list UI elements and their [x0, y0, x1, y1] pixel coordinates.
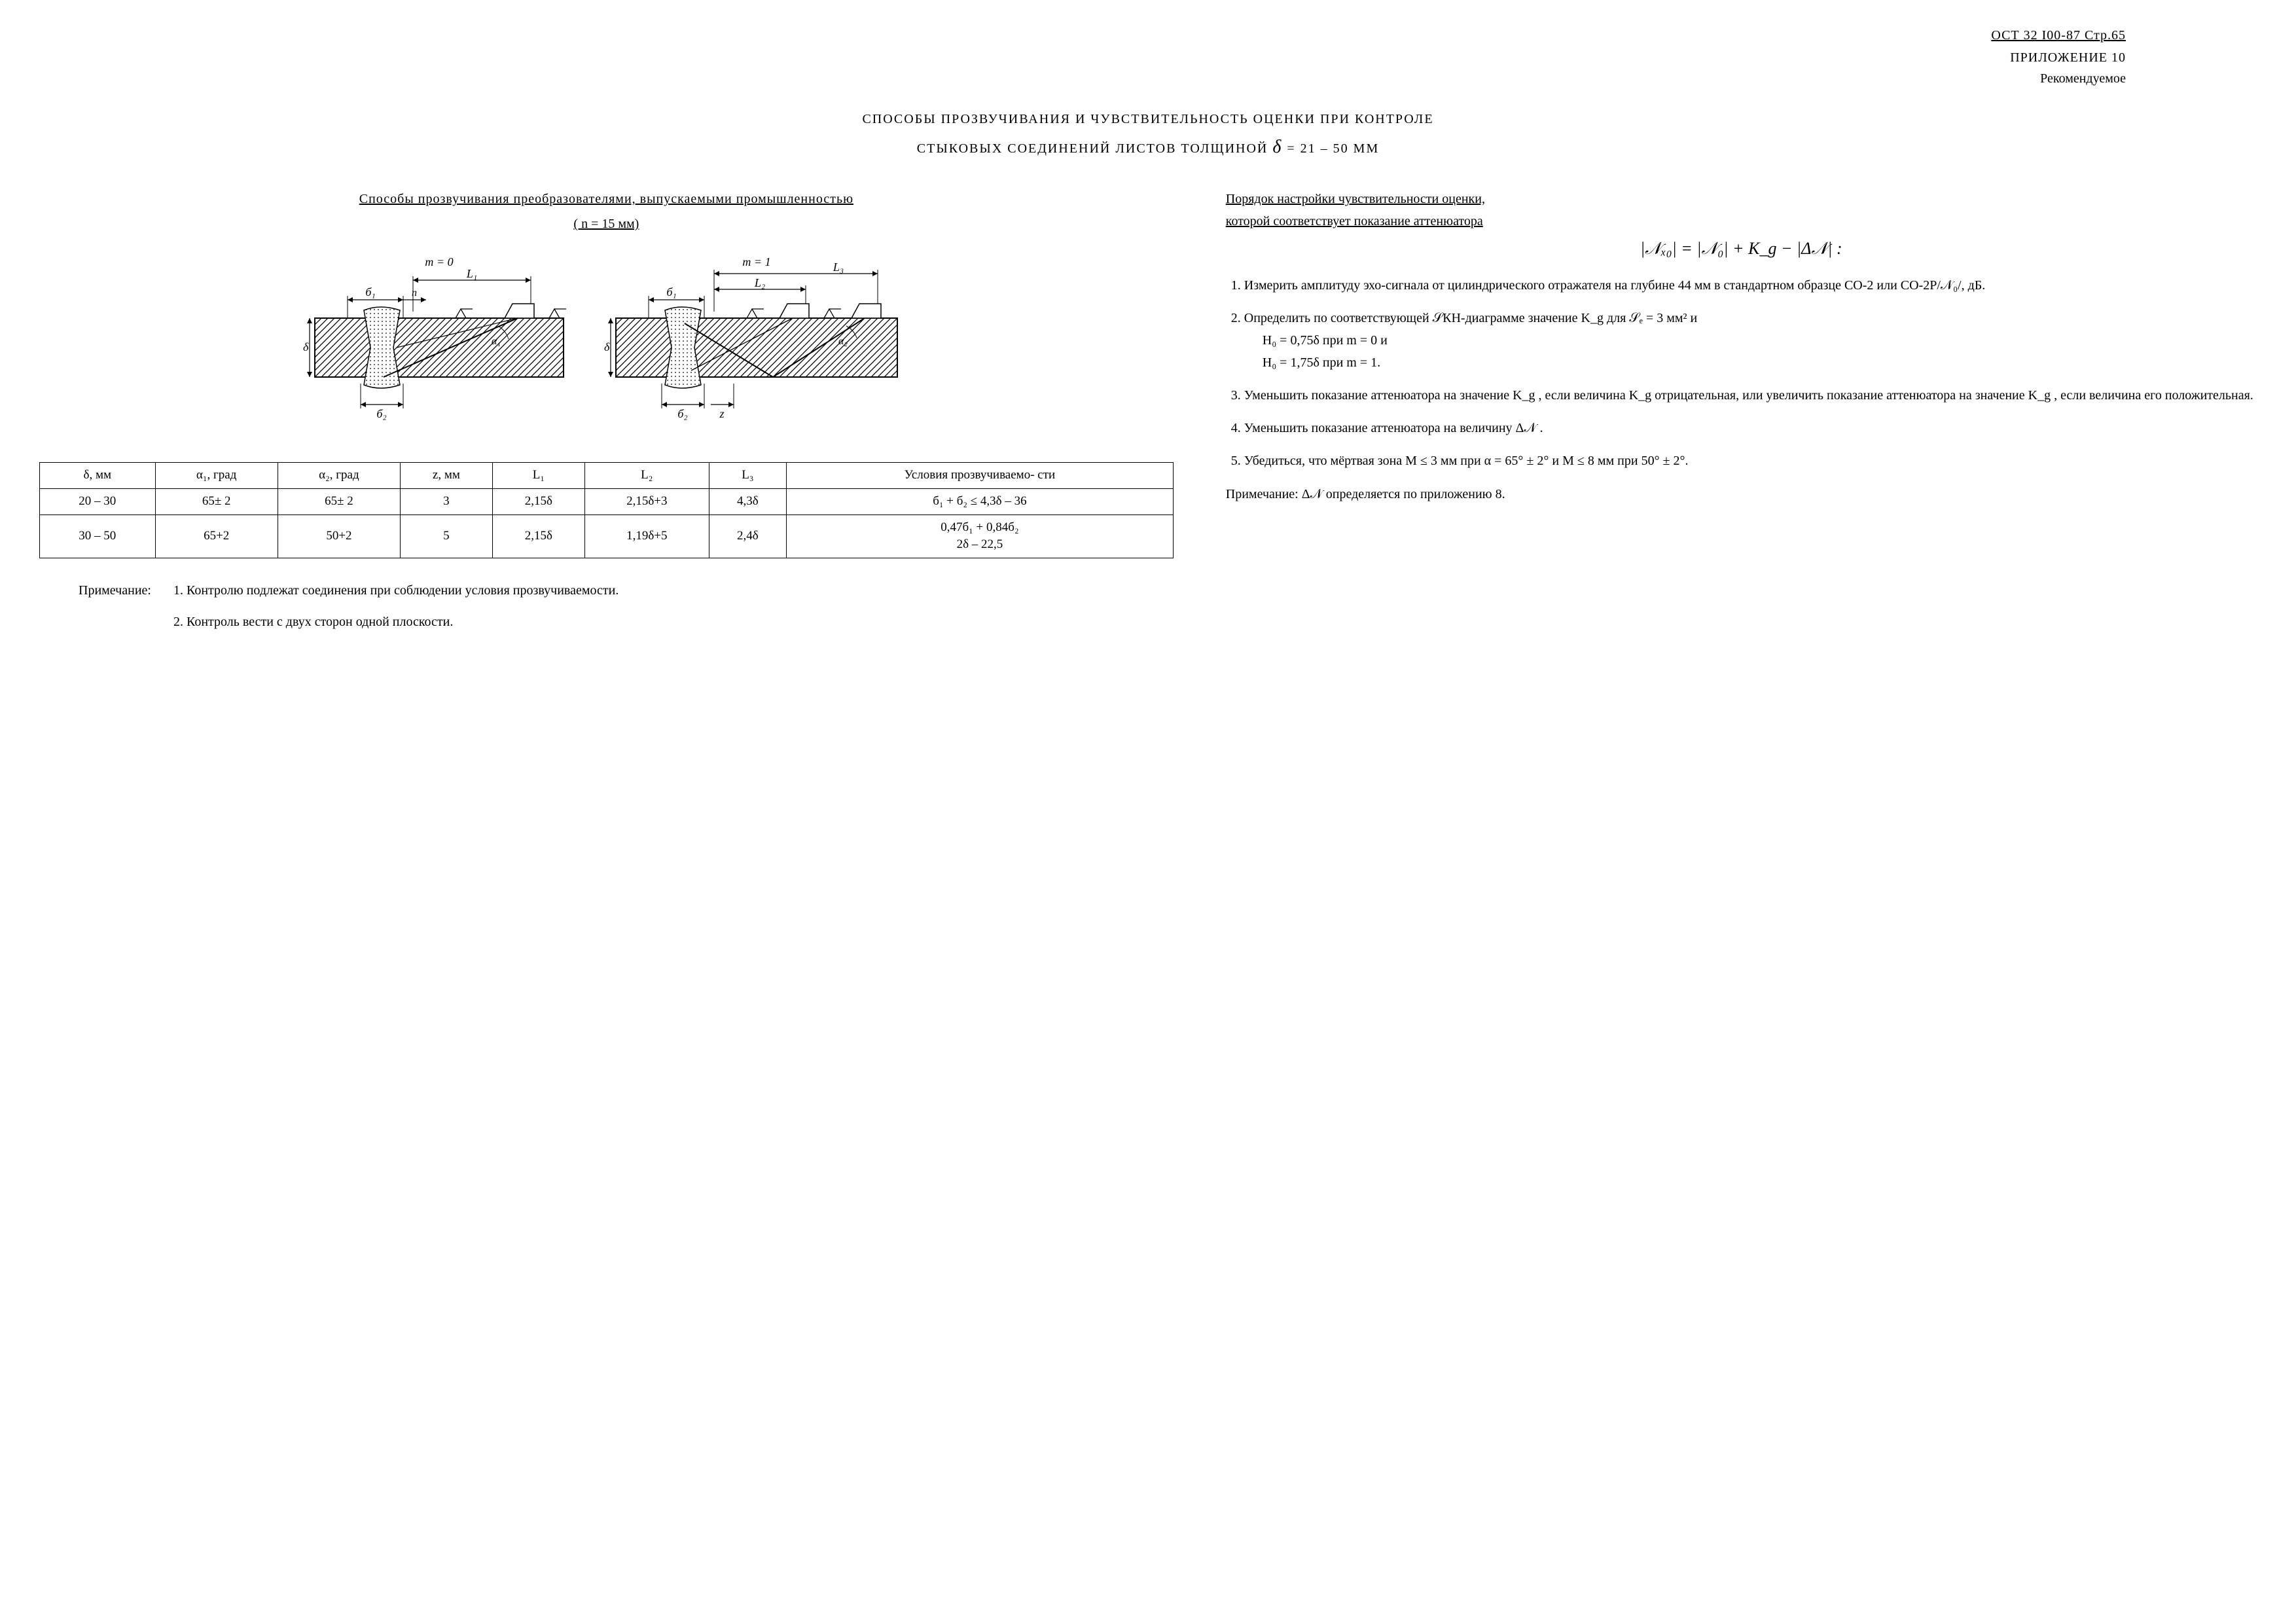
sensitivity-formula: |𝒩ₓ₀| = |𝒩₀| + K_g − |Δ𝒩| :: [1226, 237, 2257, 261]
L2-label: L₂: [754, 276, 765, 289]
left-heading: Способы прозвучивания преобразователями,…: [39, 190, 1174, 208]
diagram-m1: m = 1 L₃ L₂: [603, 253, 910, 429]
col-cond: Условия прозвучиваемо- сти: [787, 463, 1174, 489]
header-block: ОСТ 32 I00-87 Стр.65 ПРИЛОЖЕНИЕ 10 Реком…: [39, 26, 2257, 88]
m0-label: m = 0: [425, 255, 454, 268]
proc-item-4: Уменьшить показание аттенюатора на велич…: [1244, 417, 2257, 439]
col-z: z, мм: [401, 463, 493, 489]
col-L2: L₂: [585, 463, 709, 489]
note-2: 2. Контроль вести с двух сторон одной пл…: [173, 609, 1164, 634]
alpha1-label: α₁: [492, 336, 501, 347]
proc-item-5: Убедиться, что мёртвая зона М ≤ 3 мм при…: [1244, 450, 2257, 472]
document-code: ОСТ 32 I00-87 Стр.65: [39, 26, 2126, 45]
L1-label: L₁: [466, 267, 477, 280]
col-L1: L₁: [492, 463, 584, 489]
parameters-table: δ, мм α₁, град α₂, град z, мм L₁ L₂ L₃ У…: [39, 462, 1174, 558]
weld-diagrams: m = 0 L₁ б₁: [39, 253, 1174, 429]
L3-label: L₃: [833, 261, 844, 274]
notes-label: Примечание:: [79, 578, 170, 603]
right-column: Порядок настройки чувствительности оценк…: [1226, 190, 2257, 503]
col-L3: L₃: [709, 463, 787, 489]
table-header-row: δ, мм α₁, град α₂, град z, мм L₁ L₂ L₃ У…: [40, 463, 1174, 489]
alpha2-label: α₂: [838, 336, 848, 347]
right-heading-2: которой соответствует показание аттенюат…: [1226, 212, 2257, 230]
b2-label2: б₂: [678, 407, 688, 420]
m1-label: m = 1: [743, 255, 771, 268]
proc-item-3: Уменьшить показание аттенюатора на значе…: [1244, 384, 2257, 406]
col-alpha2: α₂, град: [278, 463, 400, 489]
left-heading-2: ( n = 15 мм): [39, 215, 1174, 233]
title-line-1: СПОСОБЫ ПРОЗВУЧИВАНИЯ И ЧУВСТВИТЕЛЬНОСТЬ…: [39, 107, 2257, 131]
proc-item-1: Измерить амплитуду эхо-сигнала от цилинд…: [1244, 274, 2257, 297]
col-alpha1: α₁, град: [155, 463, 278, 489]
title-line-2: СТЫКОВЫХ СОЕДИНЕНИЙ ЛИСТОВ ТОЛЩИНОЙ δ = …: [39, 131, 2257, 164]
proc-item-2-sub1: H₀ = 0,75δ при m = 0 и: [1263, 329, 2257, 352]
page-title: СПОСОБЫ ПРОЗВУЧИВАНИЯ И ЧУВСТВИТЕЛЬНОСТЬ…: [39, 107, 2257, 164]
right-heading-1: Порядок настройки чувствительности оценк…: [1226, 190, 2257, 208]
delta-symbol: δ: [1272, 137, 1282, 157]
table-row: 20 – 30 65± 2 65± 2 3 2,15δ 2,15δ+3 4,3δ…: [40, 488, 1174, 514]
b2-label: б₂: [377, 407, 387, 420]
proc-item-2-sub2: H₀ = 1,75δ при m = 1.: [1263, 352, 2257, 374]
b1-label: б₁: [366, 285, 376, 298]
col-delta: δ, мм: [40, 463, 156, 489]
diagram-m0: m = 0 L₁ б₁: [302, 253, 577, 429]
proc-item-2: Определить по соответствующей 𝒮КН-диагра…: [1244, 307, 2257, 374]
right-final-note: Примечание: Δ𝒩 определяется по приложени…: [1226, 485, 2257, 503]
b1-label2: б₁: [667, 285, 677, 298]
delta-dim: δ: [303, 340, 309, 353]
delta-dim2: δ: [604, 340, 610, 353]
left-column: Способы прозвучивания преобразователями,…: [39, 190, 1174, 634]
procedure-list: Измерить амплитуду эхо-сигнала от цилинд…: [1226, 274, 2257, 472]
n-label: n: [412, 287, 417, 298]
notes-block: Примечание: 1. Контролю подлежат соедине…: [39, 578, 1174, 634]
note-1: 1. Контролю подлежат соединения при собл…: [173, 578, 1164, 603]
appendix-label: ПРИЛОЖЕНИЕ 10: [39, 48, 2126, 67]
recommended-label: Рекомендуемое: [39, 69, 2126, 88]
z-label: z: [719, 407, 725, 420]
table-row: 30 – 50 65+2 50+2 5 2,15δ 1,19δ+5 2,4δ 0…: [40, 514, 1174, 558]
